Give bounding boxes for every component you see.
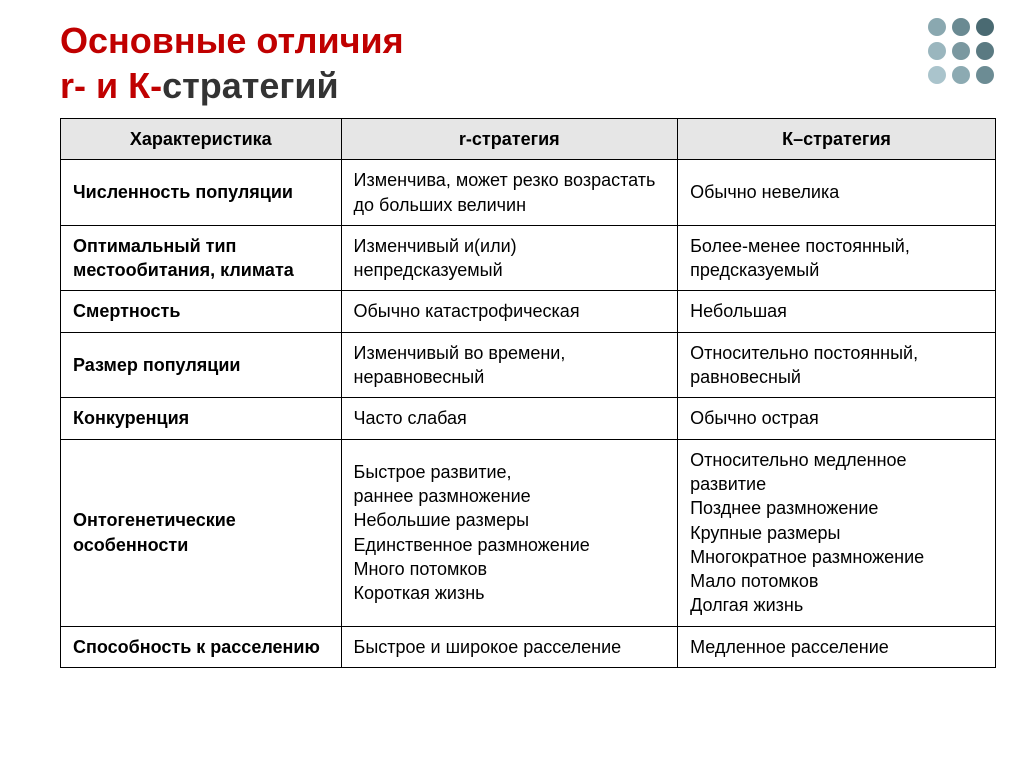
cell-k-strategy: Обычно острая bbox=[678, 398, 996, 439]
table-row: Размер популяции Изменчивый во времени, … bbox=[61, 332, 996, 398]
cell-r-strategy: Быстрое развитие, раннее размножение Неб… bbox=[341, 439, 678, 626]
col-header-r-strategy: r-стратегия bbox=[341, 119, 678, 160]
deco-dot bbox=[952, 18, 970, 36]
deco-dot bbox=[952, 66, 970, 84]
cell-r-strategy: Изменчивый во времени, неравновесный bbox=[341, 332, 678, 398]
title-line2-red: r- и К- bbox=[60, 65, 162, 106]
cell-characteristic: Онтогенетические особенности bbox=[61, 439, 342, 626]
cell-k-strategy: Медленное расселение bbox=[678, 626, 996, 667]
cell-r-strategy: Обычно катастрофическая bbox=[341, 291, 678, 332]
cell-characteristic: Численность популяции bbox=[61, 160, 342, 226]
decorative-dots-grid bbox=[928, 18, 994, 84]
cell-r-strategy: Быстрое и широкое расселение bbox=[341, 626, 678, 667]
col-header-k-strategy: К–стратегия bbox=[678, 119, 996, 160]
deco-dot bbox=[952, 42, 970, 60]
table-row: Смертность Обычно катастрофическая Небол… bbox=[61, 291, 996, 332]
cell-characteristic: Способность к расселению bbox=[61, 626, 342, 667]
slide-title: Основные отличия r- и К-стратегий bbox=[60, 18, 996, 108]
table-header-row: Характеристика r-стратегия К–стратегия bbox=[61, 119, 996, 160]
cell-characteristic: Размер популяции bbox=[61, 332, 342, 398]
cell-characteristic: Конкуренция bbox=[61, 398, 342, 439]
cell-r-strategy: Часто слабая bbox=[341, 398, 678, 439]
strategy-comparison-table: Характеристика r-стратегия К–стратегия Ч… bbox=[60, 118, 996, 668]
deco-dot bbox=[928, 18, 946, 36]
cell-k-strategy: Обычно невелика bbox=[678, 160, 996, 226]
title-line1: Основные отличия bbox=[60, 20, 404, 61]
deco-dot bbox=[976, 42, 994, 60]
deco-dot bbox=[928, 66, 946, 84]
table-row: Численность популяции Изменчива, может р… bbox=[61, 160, 996, 226]
table-row: Конкуренция Часто слабая Обычно острая bbox=[61, 398, 996, 439]
table-row: Оптимальный тип местообитания, климата И… bbox=[61, 225, 996, 291]
cell-r-strategy: Изменчива, может резко возрастать до бол… bbox=[341, 160, 678, 226]
cell-k-strategy: Более-менее постоянный, предсказуемый bbox=[678, 225, 996, 291]
table-row: Онтогенетические особенности Быстрое раз… bbox=[61, 439, 996, 626]
deco-dot bbox=[976, 66, 994, 84]
cell-k-strategy: Небольшая bbox=[678, 291, 996, 332]
cell-k-strategy: Относительно постоянный, равновесный bbox=[678, 332, 996, 398]
col-header-characteristic: Характеристика bbox=[61, 119, 342, 160]
title-line2-dark: стратегий bbox=[162, 65, 339, 106]
cell-k-strategy: Относительно медленное развитие Позднее … bbox=[678, 439, 996, 626]
cell-characteristic: Оптимальный тип местообитания, климата bbox=[61, 225, 342, 291]
table-row: Способность к расселению Быстрое и широк… bbox=[61, 626, 996, 667]
deco-dot bbox=[976, 18, 994, 36]
cell-characteristic: Смертность bbox=[61, 291, 342, 332]
deco-dot bbox=[928, 42, 946, 60]
cell-r-strategy: Изменчивый и(или) непредсказуемый bbox=[341, 225, 678, 291]
